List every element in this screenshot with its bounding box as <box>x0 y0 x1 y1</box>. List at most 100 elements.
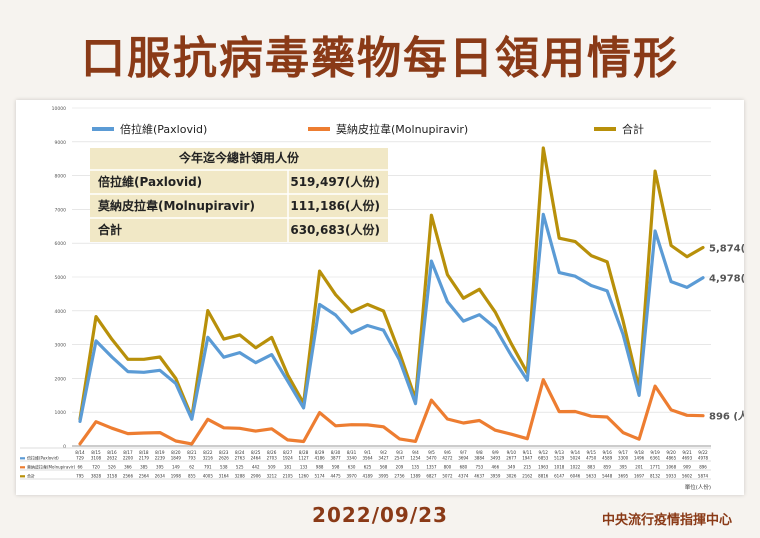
x-tick-label: 8/16 <box>107 450 117 455</box>
table-cell: 5602 <box>682 474 693 479</box>
table-cell: 3108 <box>91 456 102 461</box>
x-tick-label: 8/19 <box>155 450 165 455</box>
y-tick-label: 0 <box>63 444 66 450</box>
table-cell: 2756 <box>394 474 405 479</box>
table-cell: 1496 <box>634 456 645 461</box>
x-tick-label: 9/14 <box>571 450 581 455</box>
table-cell: 1127 <box>299 456 310 461</box>
table-cell: 5129 <box>554 456 565 461</box>
y-tick-label: 3000 <box>55 343 67 349</box>
report-date: 2022/09/23 <box>312 503 448 527</box>
table-cell: 2162 <box>522 474 533 479</box>
table-cell: 6361 <box>650 456 661 461</box>
table-cell: 3828 <box>91 474 102 479</box>
y-tick-label: 6000 <box>55 241 67 247</box>
y-tick-label: 9000 <box>55 140 67 146</box>
table-cell: 2632 <box>107 456 118 461</box>
x-tick-label: 9/18 <box>634 450 644 455</box>
table-cell: 4693 <box>682 456 693 461</box>
table-cell: 366 <box>124 465 132 470</box>
table-cell: 4750 <box>586 456 597 461</box>
x-tick-label: 8/26 <box>267 450 277 455</box>
end-value-label: 4,978(人份) <box>709 272 744 285</box>
table-cell: 3493 <box>490 456 501 461</box>
table-cell: 6046 <box>570 474 581 479</box>
chart-card: 0 1000 2000 3000 4000 5000 6000 7000 8000 9000 100… <box>16 100 744 495</box>
table-cell: 2239 <box>155 456 166 461</box>
table-cell: 4272 <box>442 456 453 461</box>
x-tick-label: 9/19 <box>650 450 660 455</box>
table-cell: 5174 <box>315 474 326 479</box>
x-tick-label: 8/15 <box>91 450 101 455</box>
table-cell: 2763 <box>235 456 246 461</box>
x-tick-label: 9/5 <box>428 450 435 455</box>
table-cell: 8132 <box>650 474 661 479</box>
x-tick-label: 9/10 <box>507 450 517 455</box>
summary-row-value: 111,186(人份) <box>290 198 380 213</box>
x-tick-label: 9/16 <box>602 450 612 455</box>
table-cell: 5470 <box>426 456 437 461</box>
table-cell: 568 <box>380 465 388 470</box>
x-tick-label: 9/3 <box>396 450 403 455</box>
table-cell: 66 <box>77 465 83 470</box>
table-cell: 6147 <box>554 474 565 479</box>
table-cell: 5024 <box>570 456 581 461</box>
table-cell: 3300 <box>618 456 629 461</box>
table-cell: 859 <box>603 465 611 470</box>
table-cell: 5933 <box>666 474 677 479</box>
table-cell: 720 <box>92 465 100 470</box>
table-cell: 1389 <box>410 474 421 479</box>
table-cell: 729 <box>76 456 84 461</box>
summary-row-name: 倍拉維(Paxlovid) <box>98 174 202 189</box>
x-tick-label: 8/14 <box>75 450 85 455</box>
table-cell: 509 <box>268 465 276 470</box>
table-cell: 2634 <box>155 474 166 479</box>
y-tick-label: 2000 <box>55 376 67 382</box>
table-cell: 753 <box>476 465 484 470</box>
table-cell: 3427 <box>378 456 389 461</box>
table-cell: 4186 <box>315 456 326 461</box>
table-cell: 2547 <box>394 456 405 461</box>
table-cell: 6853 <box>538 456 549 461</box>
table-cell: 8816 <box>538 474 549 479</box>
legend-label: 合計 <box>622 122 644 136</box>
x-tick-label: 8/22 <box>203 450 213 455</box>
table-cell: 4475 <box>330 474 341 479</box>
x-tick-label: 9/6 <box>444 450 451 455</box>
table-cell: 855 <box>188 474 196 479</box>
end-value-label: 5,874(人份) <box>709 241 744 254</box>
x-tick-label: 8/28 <box>299 450 309 455</box>
table-legend-key <box>20 475 25 478</box>
table-row-label: 莫納皮拉韋(Molnupiravir) <box>27 464 76 470</box>
table-cell: 883 <box>587 465 595 470</box>
x-tick-label: 9/15 <box>586 450 596 455</box>
table-cell: 62 <box>189 465 195 470</box>
table-cell: 1068 <box>666 465 677 470</box>
x-tick-label: 8/18 <box>139 450 149 455</box>
x-tick-label: 9/8 <box>476 450 483 455</box>
table-cell: 4189 <box>362 474 373 479</box>
x-tick-label: 9/9 <box>492 450 499 455</box>
table-cell: 538 <box>220 465 228 470</box>
x-tick-label: 8/31 <box>347 450 357 455</box>
table-cell: 1697 <box>634 474 645 479</box>
summary-row-name: 莫納皮拉韋(Molnupiravir) <box>98 198 255 213</box>
table-cell: 4637 <box>474 474 485 479</box>
table-cell: 2703 <box>267 456 278 461</box>
table-cell: 466 <box>492 465 500 470</box>
table-legend-key <box>20 466 25 469</box>
y-tick-label: 5000 <box>55 275 67 281</box>
table-cell: 3564 <box>362 456 373 461</box>
table-cell: 2626 <box>219 456 230 461</box>
x-tick-label: 9/1 <box>364 450 371 455</box>
table-cell: 442 <box>252 465 260 470</box>
table-cell: 896 <box>699 465 707 470</box>
table-cell: 625 <box>364 465 372 470</box>
table-cell: 4865 <box>666 456 677 461</box>
x-tick-label: 8/17 <box>123 450 133 455</box>
table-cell: 4374 <box>458 474 469 479</box>
table-cell: 909 <box>683 465 691 470</box>
table-legend-key <box>20 457 25 460</box>
table-cell: 2179 <box>139 456 150 461</box>
x-tick-label: 9/2 <box>380 450 387 455</box>
